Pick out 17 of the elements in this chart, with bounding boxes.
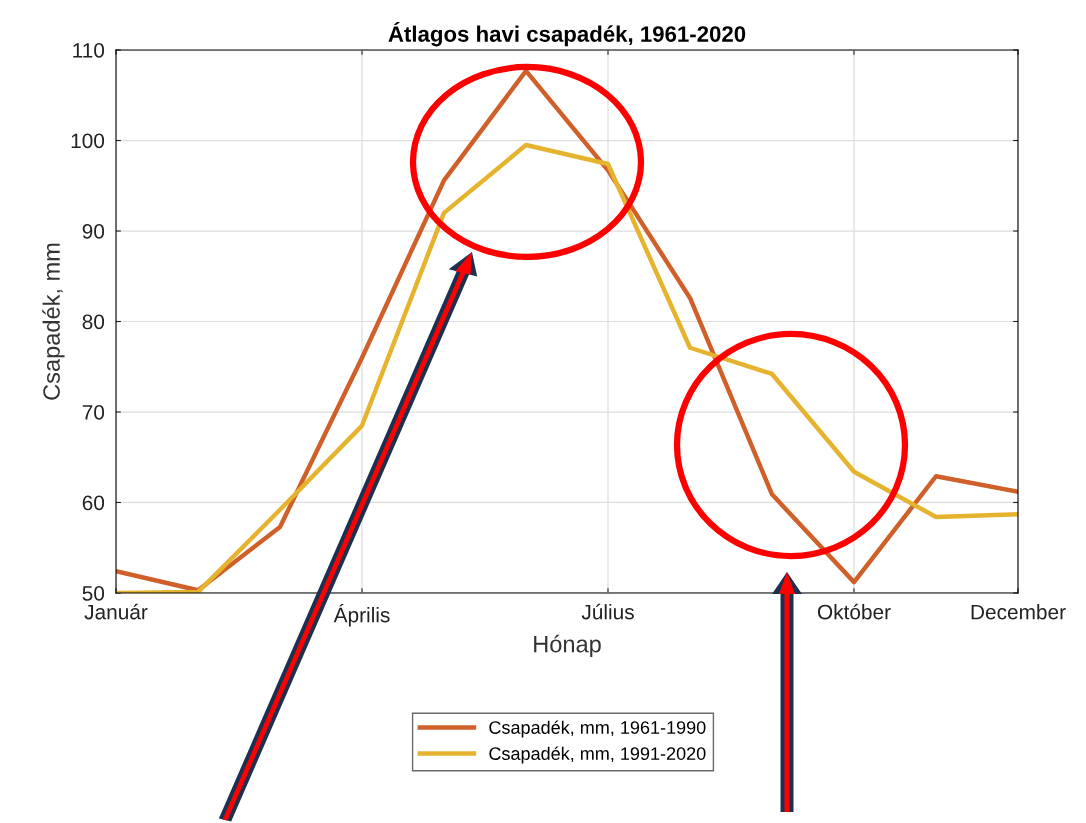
x-axis-title: Hónap [534, 634, 601, 658]
x-tick-label: Január [84, 603, 148, 620]
x-tick-label: Október [817, 603, 891, 620]
legend-label: Csapadék, mm, 1991-2020 [489, 746, 706, 764]
y-tick-label: 100 [71, 133, 105, 149]
y-tick-label: 50 [82, 586, 105, 601]
y-axis-title: Csapadék, mm [42, 243, 65, 400]
y-tick-label: 80 [82, 314, 105, 330]
legend-label: Csapadék, mm, 1961-1990 [489, 720, 706, 738]
y-tick-label: 70 [82, 405, 105, 420]
x-tick-label: Április [333, 604, 390, 627]
y-tick-label: 60 [82, 495, 105, 511]
y-tick-label: 110 [73, 43, 105, 58]
y-tick-label: 90 [82, 224, 105, 239]
x-tick-label: Július [581, 603, 634, 620]
x-tick-label: December [971, 604, 1066, 620]
chart-title: Átlagos havi csapadék, 1961-2020 [388, 21, 746, 47]
